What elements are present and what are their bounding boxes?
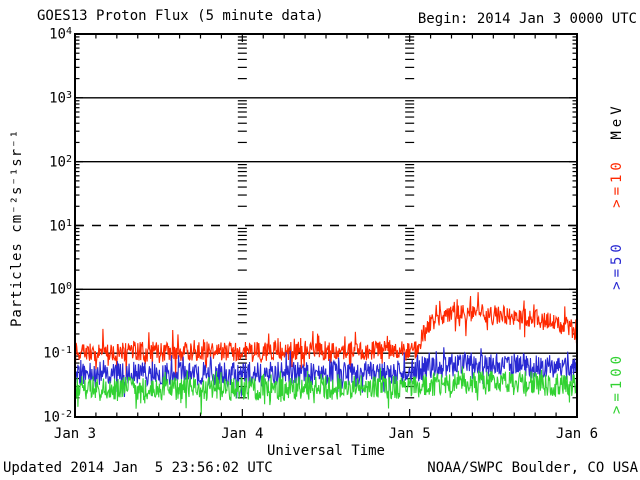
chart-title: GOES13 Proton Flux (5 minute data) — [37, 8, 324, 24]
x-tick-label-jan-6: Jan 6 — [555, 426, 599, 442]
legend-label-ge10mev: >=10 — [609, 158, 625, 208]
begin-time-label: Begin: 2014 Jan 3 0000 UTC — [417, 11, 637, 27]
legend-label-ge50mev: >=50 — [609, 240, 625, 290]
y-tick-label-10e3: 103 — [49, 89, 72, 107]
flux-series-100mev — [74, 366, 578, 415]
y-tick-label-10e4: 104 — [49, 26, 72, 43]
y-tick-label-10e-2: 10-2 — [43, 409, 72, 426]
source-attribution: NOAA/SWPC Boulder, CO USA — [427, 460, 638, 476]
x-axis-title: Universal Time — [266, 443, 385, 459]
plot-frame — [74, 33, 578, 418]
x-tick-label-jan-4: Jan 4 — [221, 426, 264, 442]
legend-label-ge100mev: >=100 — [609, 351, 625, 415]
y-tick-label-10e-1: 10-1 — [43, 345, 72, 362]
y-tick-label-10e0: 100 — [49, 281, 72, 298]
y-tick-label-10e2: 102 — [49, 153, 72, 171]
x-tick-label-jan-5: Jan 5 — [388, 426, 431, 442]
legend-unit-label: MeV — [609, 102, 625, 140]
y-tick-label-10e1: 101 — [49, 217, 72, 235]
updated-timestamp: Updated 2014 Jan 5 23:56:02 UTC — [3, 460, 273, 476]
x-tick-label-jan-3: Jan 3 — [53, 426, 97, 442]
flux-series-10mev — [74, 292, 578, 379]
